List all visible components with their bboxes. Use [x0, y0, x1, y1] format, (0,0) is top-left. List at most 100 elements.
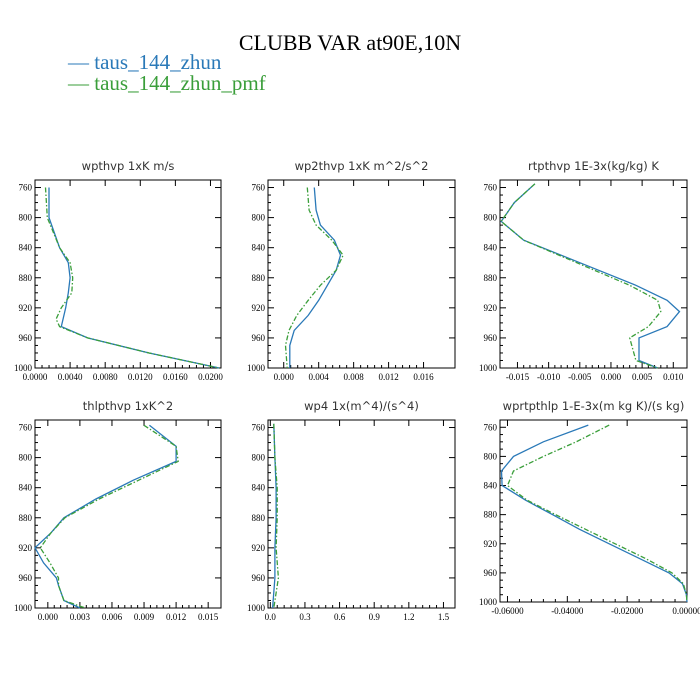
y-tick-label: 960 — [252, 333, 266, 343]
panel-frame — [34, 419, 222, 609]
panel-title: wprtpthlp 1-E-3x(m kg K)/(s kg) — [503, 399, 685, 413]
y-tick-label: 840 — [19, 483, 33, 493]
series-line-zhun — [271, 423, 277, 609]
x-tick-label: 0.000 — [601, 372, 622, 382]
panel-frame — [499, 179, 688, 369]
y-tick-label: 880 — [252, 513, 266, 523]
x-tick-label: 0.003 — [70, 612, 91, 622]
x-tick-label: 0.0200 — [198, 372, 223, 382]
y-tick-label: 920 — [484, 539, 498, 549]
y-tick-label: 960 — [484, 333, 498, 343]
series-line-zhun-pmf — [44, 187, 220, 369]
y-tick-label: 800 — [252, 213, 266, 223]
y-tick-label: 760 — [252, 423, 266, 433]
x-tick-label: 0.0000 — [23, 372, 48, 382]
y-tick-label: 920 — [252, 303, 266, 313]
x-tick-label: -0.02000 — [611, 606, 644, 616]
y-tick-label: 800 — [252, 453, 266, 463]
x-tick-label: 0.0080 — [93, 372, 118, 382]
series-line-zhun-pmf — [506, 424, 688, 603]
y-tick-label: 880 — [484, 510, 498, 520]
panel-frame — [499, 419, 688, 603]
x-tick-label: -0.04000 — [551, 606, 584, 616]
series-line-zhun — [500, 183, 681, 369]
x-tick-label: 0.000 — [274, 372, 295, 382]
y-tick-label: 960 — [19, 573, 33, 583]
x-tick-label: 0.008 — [344, 372, 365, 382]
x-tick-label: 0.009 — [134, 612, 155, 622]
x-tick-label: 0.3 — [299, 612, 311, 622]
panel-title: rtpthvp 1E-3x(kg/kg) K — [528, 159, 659, 173]
x-tick-label: 0.6 — [334, 612, 346, 622]
y-tick-label: 1000 — [479, 597, 498, 607]
series-line-zhun-pmf — [500, 183, 662, 369]
series-line-zhun-pmf — [284, 187, 344, 369]
series-line-zhun — [500, 424, 688, 603]
y-tick-label: 920 — [19, 543, 33, 553]
y-tick-label: 760 — [484, 422, 498, 432]
x-tick-label: -0.005 — [568, 372, 592, 382]
y-tick-label: 920 — [252, 543, 266, 553]
y-tick-label: 880 — [19, 273, 33, 283]
x-tick-label: 0.0120 — [128, 372, 153, 382]
chart-panel-3: rtpthvp 1E-3x(kg/kg) K -0.015 -0.010 -0.005… — [479, 159, 688, 382]
y-tick-label: 760 — [484, 183, 498, 193]
y-tick-label: 760 — [252, 183, 266, 193]
x-tick-label: 0.9 — [369, 612, 381, 622]
chart-panel-2: wp2thvp 1xK m^2/s^2 0.000 0.004 0.008 0.012 0… — [247, 159, 456, 382]
y-tick-label: 760 — [19, 183, 33, 193]
chart-panel-4: thlpthvp 1xK^2 0.000 0.003 0.006 0.009 0.012 0… — [14, 399, 222, 622]
y-tick-label: 1000 — [14, 603, 33, 613]
x-tick-label: 0.0 — [265, 612, 277, 622]
series-line-zhun-pmf — [39, 424, 179, 609]
panel-frame — [267, 419, 456, 609]
panel-title: wp4 1x(m^4)/(s^4) — [304, 399, 419, 413]
y-tick-label: 840 — [484, 243, 498, 253]
y-tick-label: 800 — [484, 451, 498, 461]
y-tick-label: 800 — [19, 213, 33, 223]
chart-panel-1: wpthvp 1xK m/s 0.0000 0.0040 0.0080 0.0120 0.… — [14, 159, 223, 382]
x-tick-label: 0.005 — [632, 372, 653, 382]
x-tick-label: 1.5 — [438, 612, 450, 622]
y-tick-label: 840 — [484, 481, 498, 491]
x-tick-label: 0.012 — [378, 372, 398, 382]
x-tick-label: 0.00000 — [672, 606, 700, 616]
x-tick-label: 0.010 — [663, 372, 684, 382]
panel-frame — [267, 179, 456, 369]
series-line-zhun — [289, 187, 342, 368]
x-tick-label: 1.2 — [403, 612, 414, 622]
y-tick-label: 840 — [252, 243, 266, 253]
series-line-zhun-pmf — [273, 423, 280, 609]
y-tick-label: 960 — [252, 573, 266, 583]
x-tick-label: -0.015 — [506, 372, 530, 382]
x-tick-label: 0.0040 — [58, 372, 83, 382]
chart-panel-5: wp4 1x(m^4)/(s^4) 0.0 0.3 0.6 0.9 1.2 1.5 760 80… — [247, 399, 456, 622]
x-tick-label: 0.006 — [102, 612, 123, 622]
y-tick-label: 920 — [484, 303, 498, 313]
x-tick-label: 0.004 — [309, 372, 330, 382]
x-tick-label: 0.0160 — [163, 372, 188, 382]
x-tick-label: 0.016 — [413, 372, 434, 382]
series-line-zhun — [34, 424, 177, 609]
y-tick-label: 1000 — [247, 603, 266, 613]
y-tick-label: 880 — [252, 273, 266, 283]
panel-frame — [34, 179, 222, 369]
y-tick-label: 840 — [252, 483, 266, 493]
y-tick-label: 880 — [19, 513, 33, 523]
panel-title: thlpthvp 1xK^2 — [83, 399, 173, 413]
y-tick-label: 960 — [484, 568, 498, 578]
y-tick-label: 1000 — [14, 363, 33, 373]
panel-title: wp2thvp 1xK m^2/s^2 — [295, 159, 429, 173]
y-tick-label: 1000 — [479, 363, 498, 373]
x-tick-label: 0.012 — [166, 612, 186, 622]
y-tick-label: 920 — [19, 303, 33, 313]
y-tick-label: 800 — [484, 213, 498, 223]
legend-entry-zhun: — taus_144_zhun — [68, 50, 222, 74]
x-tick-label: -0.06000 — [491, 606, 524, 616]
x-tick-label: 0.000 — [38, 612, 59, 622]
chart-panel-6: wprtpthlp 1-E-3x(m kg K)/(s kg) -0.06000 -… — [479, 399, 700, 616]
legend-entry-zhun-pmf: — taus_144_zhun_pmf — [68, 71, 266, 95]
y-tick-label: 880 — [484, 273, 498, 283]
